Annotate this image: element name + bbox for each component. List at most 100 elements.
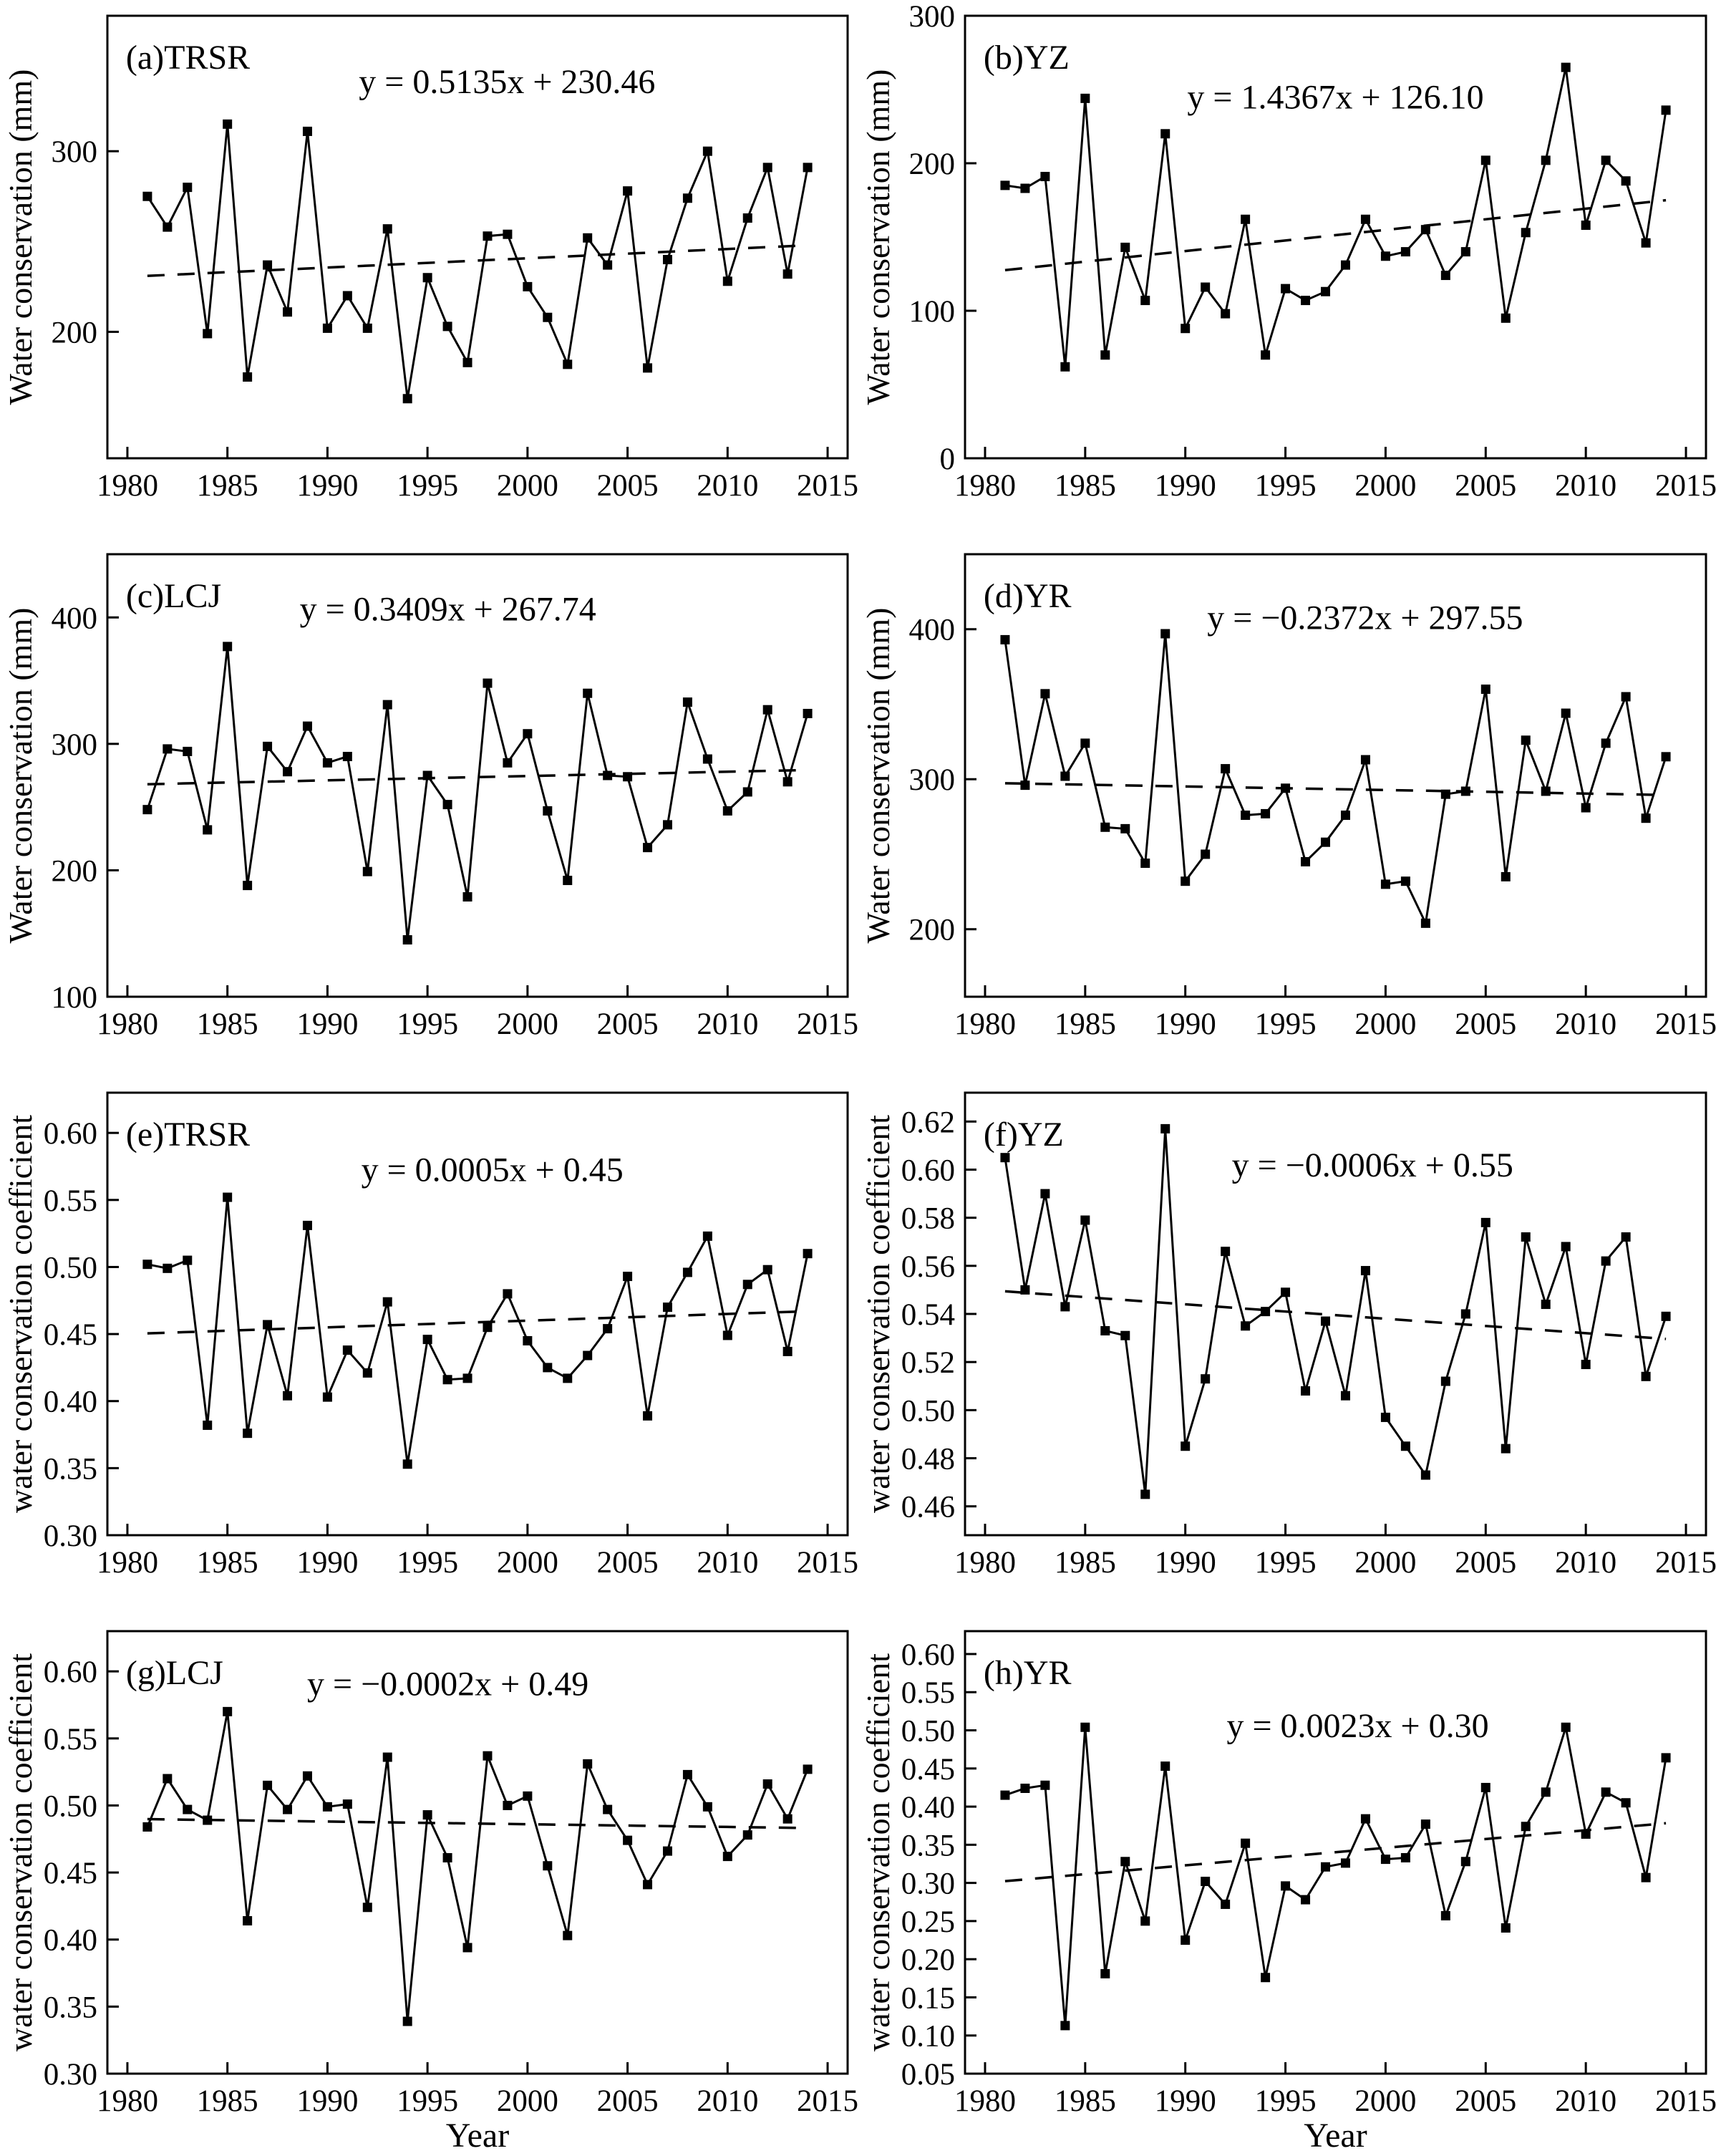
series-line xyxy=(1004,67,1667,367)
data-point-marker xyxy=(382,224,392,234)
data-point-marker xyxy=(302,1771,312,1781)
y-tick-label: 0 xyxy=(940,443,956,476)
data-point-marker xyxy=(1281,284,1291,294)
data-point-marker xyxy=(1100,822,1110,832)
data-point-marker xyxy=(1000,1790,1010,1800)
y-tick-label: 0.46 xyxy=(901,1491,955,1524)
y-tick-label: 100 xyxy=(909,295,956,329)
data-point-marker xyxy=(1541,155,1551,165)
x-tick-label: 1995 xyxy=(397,1007,458,1041)
x-tick-label: 1980 xyxy=(97,469,158,503)
data-point-marker xyxy=(342,291,352,301)
data-point-marker xyxy=(203,1420,213,1430)
data-point-marker xyxy=(803,708,813,718)
data-point-marker xyxy=(563,876,573,886)
data-point-marker xyxy=(702,146,712,156)
x-tick-label: 1980 xyxy=(97,2084,158,2118)
y-tick-label: 400 xyxy=(909,614,956,647)
data-point-marker xyxy=(1641,813,1651,823)
data-point-marker xyxy=(1020,183,1030,193)
data-point-marker xyxy=(362,323,372,333)
chart-g-lcj-coefficient: 1980 1985 1990 1995 2000 2005 2010 2015 0.30 0.35… xyxy=(2,1630,858,2155)
data-point-marker xyxy=(1661,1311,1671,1321)
x-tick-label: 1990 xyxy=(296,1546,358,1580)
data-point-marker xyxy=(1221,309,1231,319)
data-point-marker xyxy=(1201,849,1211,859)
data-point-marker xyxy=(1460,786,1470,796)
y-tick-label: 300 xyxy=(909,0,956,34)
x-tick-label: 1990 xyxy=(296,1007,358,1041)
panel-g-lcj-coefficient: 1980 1985 1990 1995 2000 2005 2010 2015 0.30 0.35… xyxy=(0,1615,858,2156)
data-point-marker xyxy=(503,229,513,239)
data-point-marker xyxy=(283,767,293,777)
data-point-marker xyxy=(543,312,553,322)
data-point-marker xyxy=(662,820,672,830)
data-point-marker xyxy=(1181,876,1191,886)
y-tick-label: 0.50 xyxy=(901,1715,955,1749)
x-tick-label: 1985 xyxy=(197,1546,258,1580)
data-point-marker xyxy=(263,1780,273,1790)
data-point-marker xyxy=(1241,811,1251,821)
data-point-marker xyxy=(1541,786,1551,796)
data-point-marker xyxy=(682,697,692,707)
data-point-marker xyxy=(1661,105,1671,115)
data-point-marker xyxy=(1420,1819,1430,1829)
data-point-marker xyxy=(1521,228,1531,238)
data-point-marker xyxy=(1080,738,1090,748)
data-point-marker xyxy=(1340,260,1350,270)
x-tick-label: 1990 xyxy=(1155,469,1216,503)
x-tick-label: 2005 xyxy=(1455,2084,1516,2118)
y-tick-label: 0.55 xyxy=(44,1723,97,1756)
data-point-marker xyxy=(662,255,672,265)
data-point-marker xyxy=(1241,214,1251,224)
y-axis-title: water conservation coefficient xyxy=(2,1653,39,2051)
series-line xyxy=(1004,1128,1667,1495)
panel-label: (d)YR xyxy=(984,577,1072,615)
data-point-marker xyxy=(1541,1300,1551,1310)
data-point-marker xyxy=(523,1791,533,1801)
data-point-marker xyxy=(1581,803,1591,813)
data-point-marker xyxy=(1301,856,1311,866)
data-point-marker xyxy=(223,119,233,129)
chart-d-yr-mm: 1980 1985 1990 1995 2000 2005 2010 2015 200 300 40… xyxy=(860,553,1716,1041)
data-point-marker xyxy=(1100,1968,1110,1978)
data-point-marker xyxy=(322,1392,332,1402)
data-point-marker xyxy=(543,806,553,816)
data-point-marker xyxy=(223,1706,233,1716)
data-point-marker xyxy=(263,1320,273,1330)
data-point-marker xyxy=(563,1373,573,1383)
data-point-marker xyxy=(523,729,533,739)
data-point-marker xyxy=(462,357,472,367)
data-point-marker xyxy=(1261,1307,1271,1317)
data-point-marker xyxy=(1181,324,1191,334)
x-tick-label: 2010 xyxy=(1555,2084,1616,2118)
data-point-marker xyxy=(302,721,312,731)
data-point-marker xyxy=(1400,247,1410,257)
data-point-marker xyxy=(142,805,152,815)
data-point-marker xyxy=(1120,242,1130,252)
data-point-marker xyxy=(682,1267,692,1277)
equation-label: y = 0.0005x + 0.45 xyxy=(362,1151,624,1189)
data-point-marker xyxy=(1601,1256,1611,1266)
y-tick-label: 0.45 xyxy=(44,1857,97,1890)
data-point-marker xyxy=(1301,296,1311,306)
data-point-marker xyxy=(1261,1973,1271,1983)
y-tick-label: 400 xyxy=(52,601,98,635)
data-point-marker xyxy=(1641,238,1651,248)
x-tick-label: 2010 xyxy=(697,2084,758,2118)
y-tick-label: 0.20 xyxy=(901,1943,955,1977)
x-tick-label: 2005 xyxy=(597,1546,659,1580)
data-point-marker xyxy=(1581,1829,1591,1839)
data-point-marker xyxy=(1221,1899,1231,1909)
data-point-marker xyxy=(1281,1287,1291,1297)
y-axis-title: water conservation coefficient xyxy=(860,1653,896,2051)
data-point-marker xyxy=(563,359,573,369)
y-tick-label: 0.30 xyxy=(44,2058,97,2092)
data-point-marker xyxy=(682,193,692,203)
equation-label: y = 0.3409x + 267.74 xyxy=(300,590,596,628)
data-point-marker xyxy=(1360,1266,1370,1276)
data-point-marker xyxy=(283,307,293,317)
y-tick-label: 0.60 xyxy=(44,1117,97,1151)
trend-line xyxy=(147,1310,808,1335)
data-point-marker xyxy=(283,1391,293,1401)
